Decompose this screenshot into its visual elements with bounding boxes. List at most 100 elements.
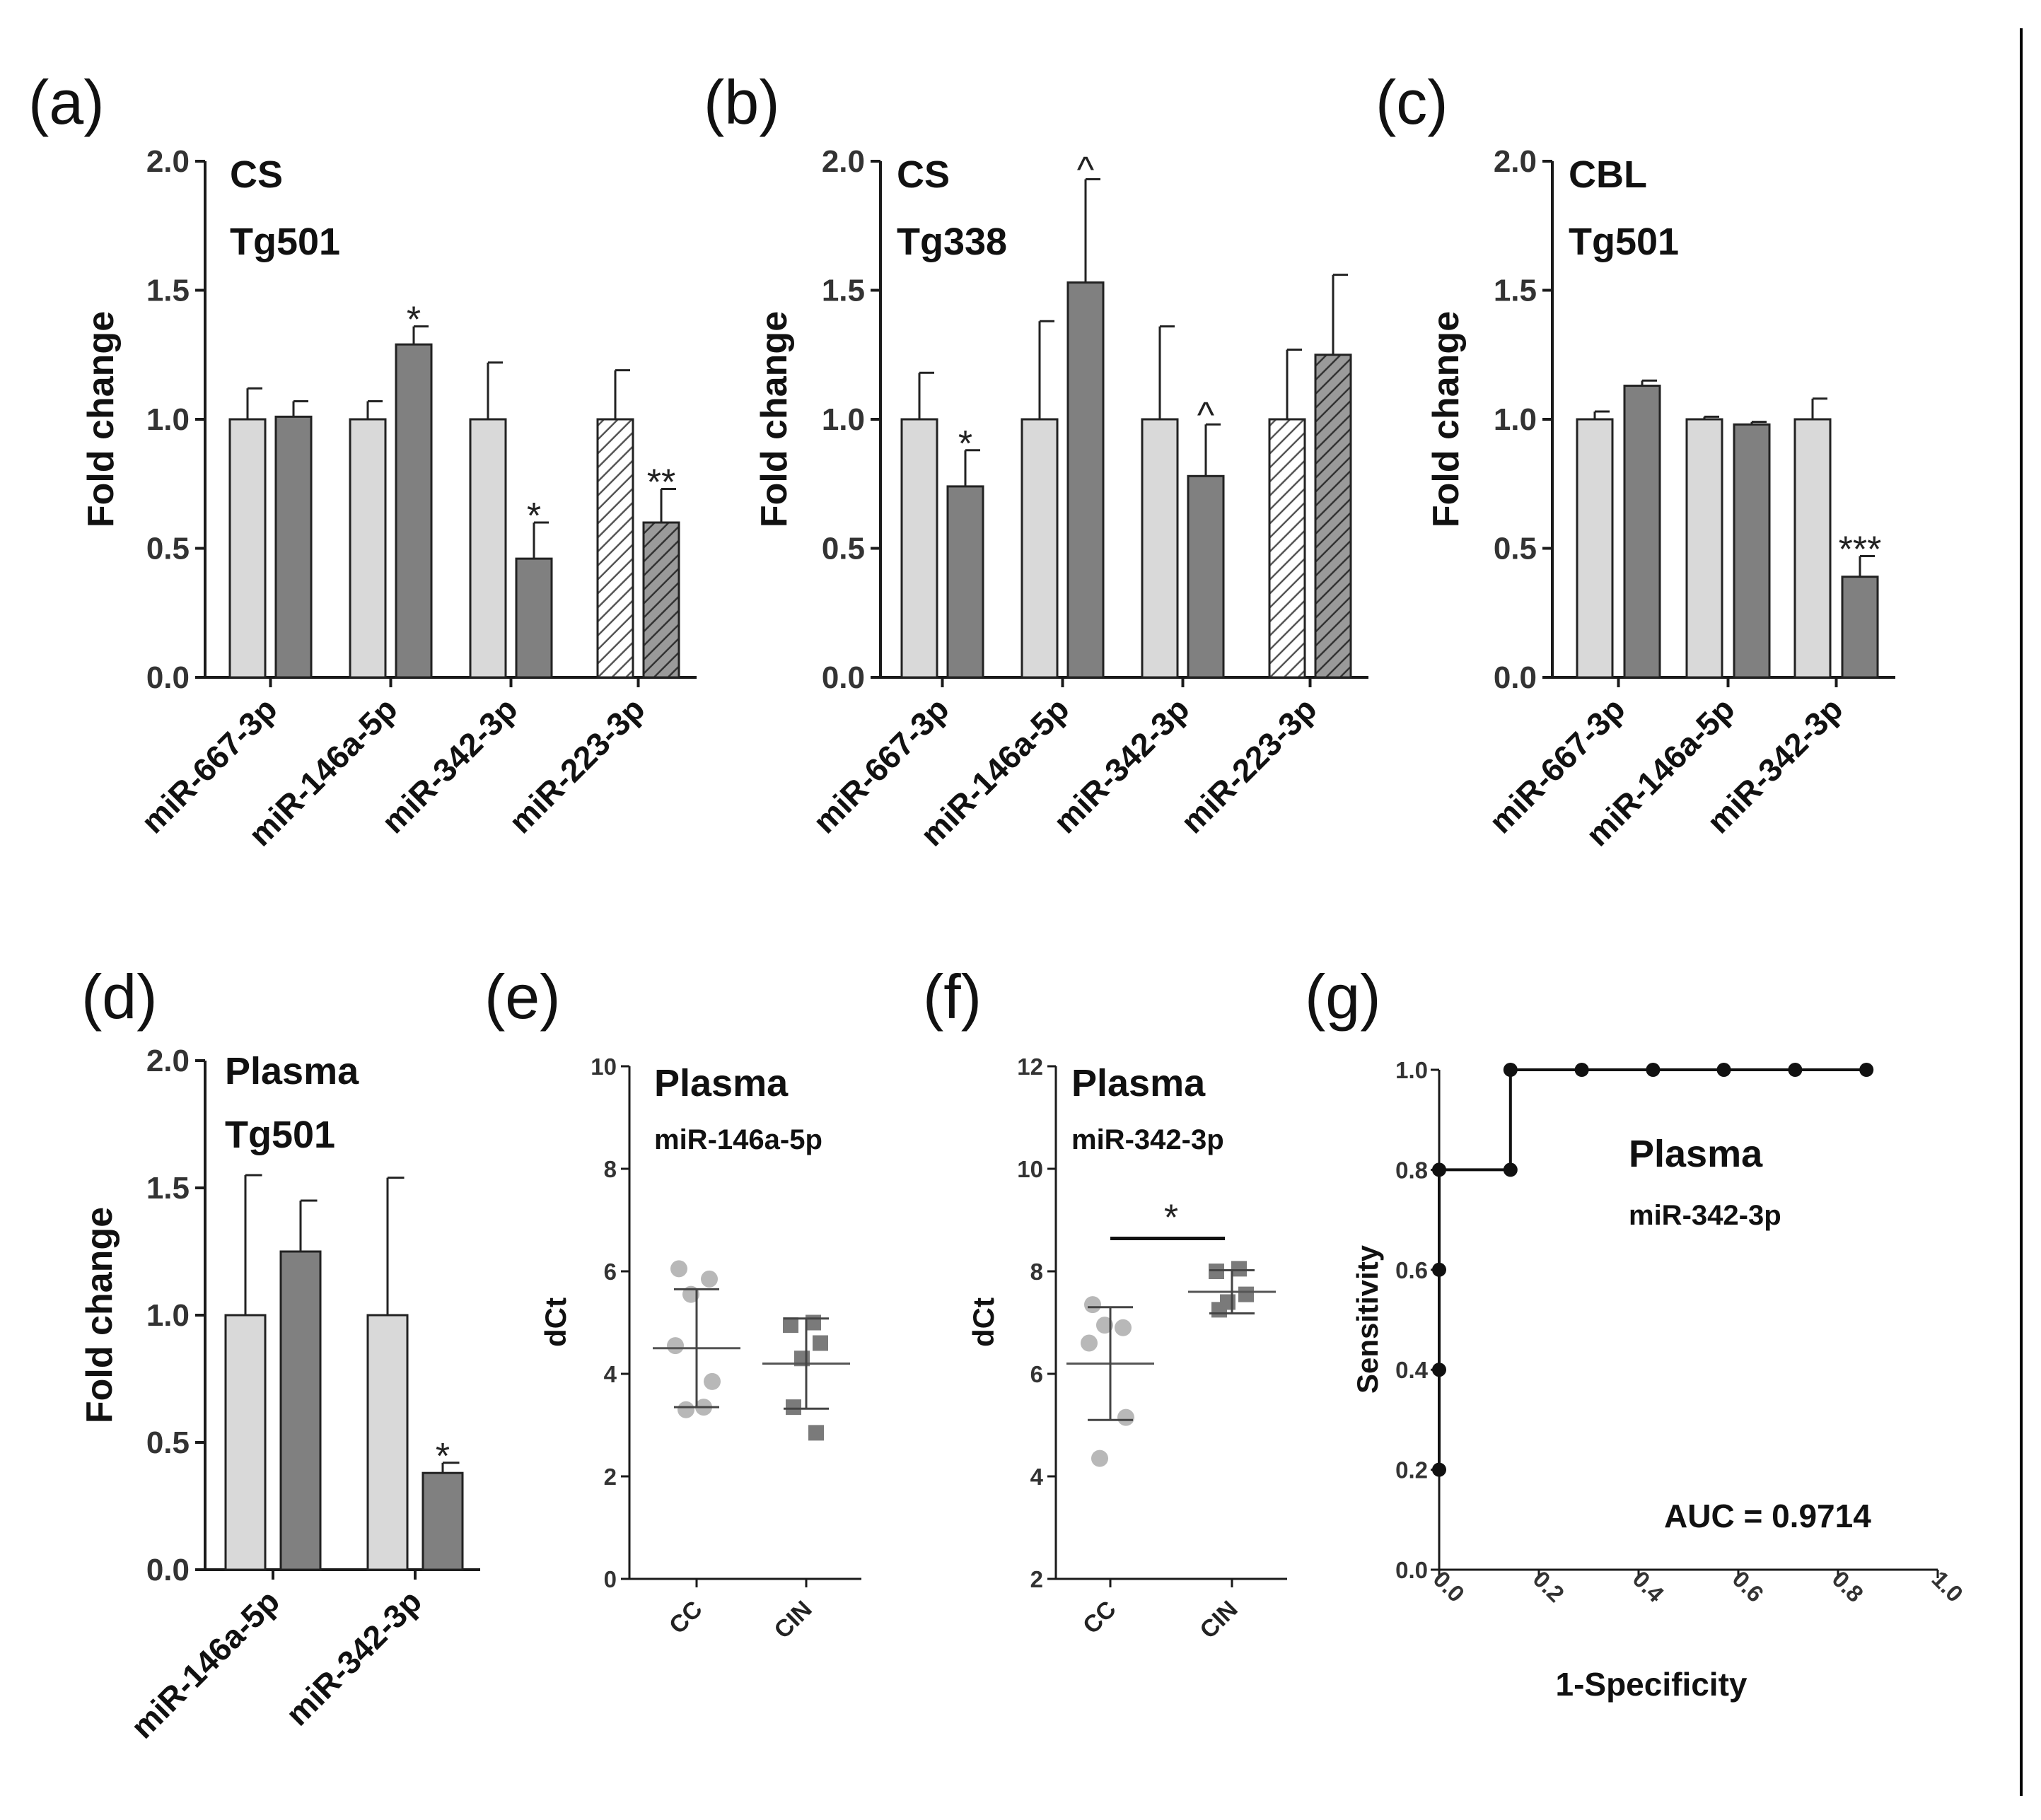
y-axis-label: Sensitivity — [1351, 1244, 1384, 1394]
bar-control — [1141, 418, 1179, 679]
data-point-CIN — [806, 1314, 821, 1331]
y-tick-label: 1.0 — [1395, 1057, 1428, 1083]
chart-subtitle: Tg501 — [230, 221, 340, 263]
data-point-CIN — [808, 1425, 824, 1441]
x-tick-label: 0.6 — [1728, 1565, 1769, 1607]
y-axis-label: Fold change — [1426, 311, 1467, 527]
significance-marker: ^ — [1077, 150, 1095, 191]
data-point-CC — [678, 1401, 694, 1418]
panel-f: (f) Plasma miR-342-3p dCt 2 4 6 8 10 12 CC CIN * — [923, 962, 1287, 1644]
y-tick-label: 4 — [604, 1361, 617, 1387]
significance-marker: ^ — [1197, 395, 1215, 436]
x-tick-label: 0.8 — [1827, 1565, 1869, 1607]
panel-label: (b) — [704, 67, 780, 137]
chart-title: CBL — [1569, 153, 1647, 196]
panel-e: (e) Plasma miR-146a-5p dCt 0 2 4 6 8 10 CC CIN — [484, 962, 861, 1644]
chart-title: Plasma — [1071, 1062, 1206, 1104]
significance-marker: * — [958, 424, 972, 465]
significance-marker: * — [436, 1436, 450, 1477]
panel-g: (g) Plasma miR-342-3p AUC = 0.9714 1-Specifi… — [1305, 962, 1968, 1703]
y-axis-label: dCt — [967, 1297, 1000, 1347]
y-tick-label: 0.0 — [1395, 1557, 1428, 1583]
panel-label: (e) — [484, 962, 561, 1032]
y-tick-label: 0.5 — [146, 532, 190, 566]
x-category-label: CIN — [1194, 1596, 1243, 1644]
x-tick-label: 1.0 — [1927, 1565, 1969, 1607]
data-point-CIN — [783, 1317, 798, 1334]
y-tick-label: 0.6 — [1395, 1257, 1428, 1283]
bar-transgenic — [1841, 576, 1879, 679]
y-tick-label: 1.0 — [1494, 402, 1537, 437]
significance-marker: *** — [1839, 529, 1882, 570]
roc-point — [1859, 1063, 1874, 1077]
data-point-CC — [1096, 1317, 1113, 1334]
roc-point — [1646, 1063, 1661, 1077]
y-tick-label: 0.5 — [1494, 532, 1537, 566]
panel-label: (g) — [1305, 962, 1381, 1032]
chart-subtitle: Tg501 — [225, 1114, 335, 1156]
data-point-CIN — [1238, 1286, 1254, 1302]
data-point-CC — [1081, 1334, 1098, 1352]
x-category-label: miR-146a-5p — [124, 1582, 286, 1745]
roc-point — [1432, 1363, 1446, 1377]
bar-control — [1268, 418, 1306, 679]
chart-title: Plasma — [225, 1050, 359, 1092]
significance-marker: * — [527, 496, 541, 537]
data-point-CIN — [1211, 1302, 1227, 1318]
bar-transgenic — [1187, 474, 1225, 679]
chart-title: Plasma — [654, 1062, 789, 1104]
panel-a: (a) CS Tg501 Fold change 0.0 0.5 1.0 1.5 2.0 miR-… — [28, 67, 697, 853]
significance-marker: * — [407, 300, 421, 341]
y-tick-label: 2 — [604, 1464, 617, 1490]
y-tick-label: 0.0 — [822, 660, 865, 695]
panel-b: (b) CS Tg338 Fold change 0.0 0.5 1.0 1.5 2.0 miR-… — [704, 67, 1368, 853]
y-tick-label: 8 — [604, 1156, 617, 1182]
chart-title: Plasma — [1629, 1133, 1763, 1175]
data-point-CC — [704, 1372, 721, 1390]
bar-transgenic — [1314, 354, 1352, 679]
bar-transgenic — [421, 1471, 464, 1571]
data-point-CIN — [813, 1335, 828, 1351]
panel-label: (d) — [81, 962, 158, 1032]
y-axis-label: dCt — [539, 1297, 572, 1347]
y-tick-label: 1.5 — [146, 274, 190, 308]
bar-control — [349, 418, 387, 679]
bar-control — [469, 418, 507, 679]
bar-transgenic — [279, 1250, 322, 1571]
y-tick-label: 0.4 — [1395, 1357, 1429, 1383]
bar-transgenic — [946, 485, 984, 679]
y-axis-label: Fold change — [754, 311, 795, 527]
chart-title: CS — [897, 153, 950, 196]
bar-transgenic — [1066, 281, 1105, 679]
x-tick-label: 0.4 — [1628, 1565, 1670, 1607]
data-point-CC — [1115, 1319, 1132, 1336]
chart-subtitle: Tg501 — [1569, 221, 1679, 263]
chart-subtitle: miR-146a-5p — [654, 1124, 822, 1155]
y-tick-label: 6 — [1030, 1361, 1043, 1387]
bar-control — [366, 1314, 409, 1571]
roc-curve — [1438, 1068, 1867, 1470]
bar-transgenic — [515, 557, 553, 679]
y-tick-label: 1.0 — [822, 402, 865, 437]
y-tick-label: 0.0 — [146, 1553, 190, 1587]
y-tick-label: 2.0 — [146, 1044, 190, 1078]
roc-point — [1432, 1462, 1446, 1477]
y-tick-label: 0 — [604, 1566, 617, 1592]
panel-label: (f) — [923, 962, 982, 1032]
panel-label: (c) — [1376, 67, 1448, 137]
chart-subtitle: Tg338 — [897, 221, 1007, 263]
bar-control — [596, 418, 634, 679]
data-point-CC — [667, 1337, 684, 1355]
roc-point — [1432, 1162, 1446, 1177]
bar-transgenic — [1733, 423, 1771, 679]
y-tick-label: 0.5 — [146, 1425, 190, 1460]
bar-transgenic — [642, 521, 680, 679]
y-tick-label: 1.5 — [1494, 274, 1537, 308]
y-tick-label: 2.0 — [1494, 144, 1537, 179]
y-tick-label: 8 — [1030, 1259, 1043, 1285]
data-point-CC — [1084, 1296, 1101, 1314]
significance-marker: * — [1164, 1198, 1178, 1239]
bar-control — [1685, 418, 1723, 679]
